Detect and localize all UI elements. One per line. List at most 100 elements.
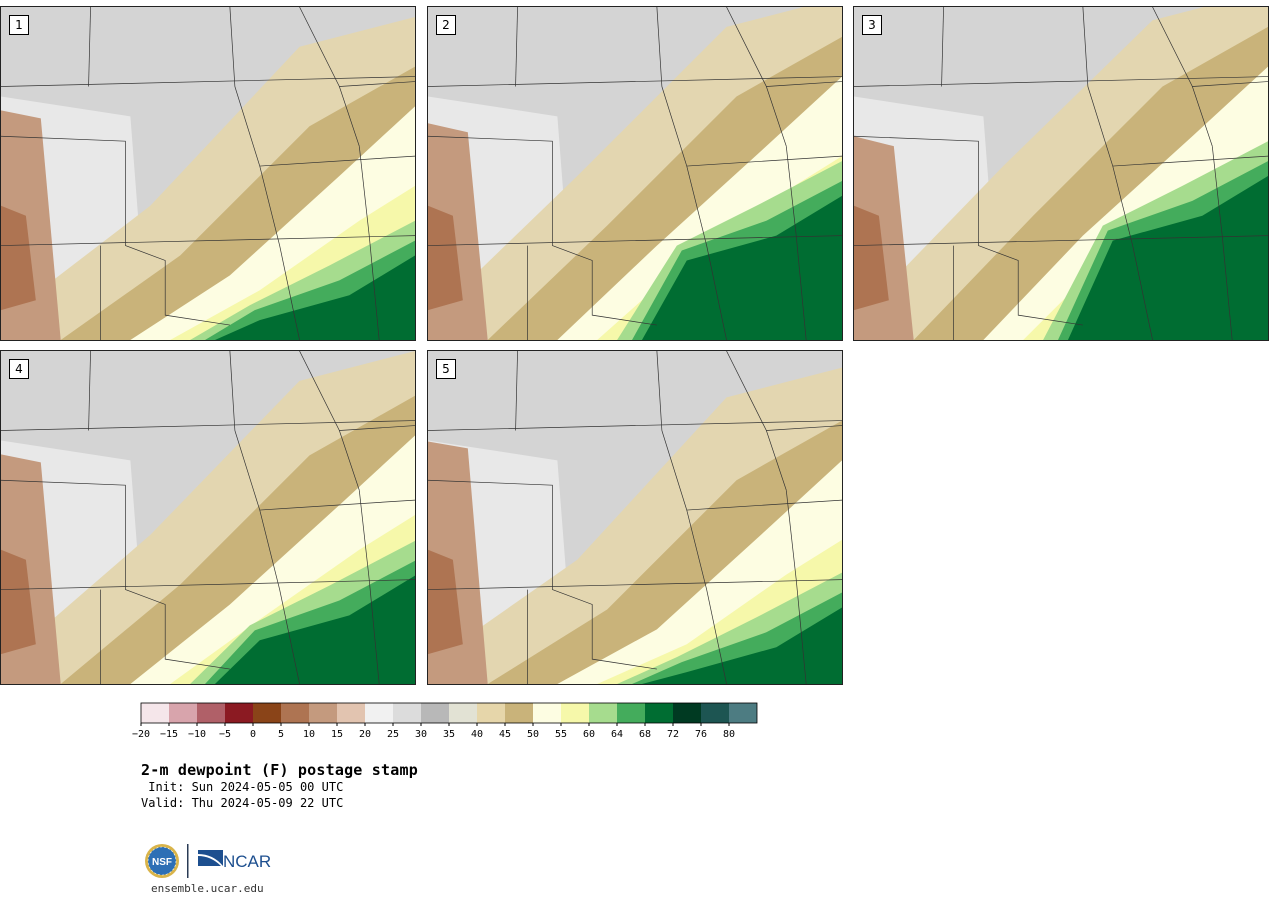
colorbar-tick-label: 35 xyxy=(443,729,455,740)
dewpoint-band xyxy=(428,205,463,311)
state-border xyxy=(1,76,415,87)
state-border xyxy=(785,146,807,340)
colorbar-tick-label: 80 xyxy=(723,729,735,740)
state-border xyxy=(358,490,380,684)
dewpoint-band xyxy=(854,205,889,311)
state-border xyxy=(1211,146,1233,340)
state-border xyxy=(1192,81,1268,87)
state-border xyxy=(1112,155,1268,167)
state-border xyxy=(686,155,842,167)
state-border xyxy=(339,425,415,431)
map-panel: 3 xyxy=(853,6,1269,341)
colorbar-tick-label: −15 xyxy=(160,729,178,740)
state-border xyxy=(299,351,360,491)
colorbar-swatch xyxy=(393,703,421,723)
state-border xyxy=(656,7,663,87)
state-border xyxy=(259,155,415,167)
state-border xyxy=(125,245,230,326)
dewpoint-band xyxy=(641,607,842,684)
state-border xyxy=(1,579,415,590)
colorbar-swatch xyxy=(673,703,701,723)
dewpoint-colorbar: −20 −15 −10 −5 0 5 10 15 20 25 30 35 40 45 50 55 60 64 68 7… xyxy=(132,702,758,740)
state-border xyxy=(428,76,842,87)
dewpoint-map xyxy=(1,7,415,340)
state-border xyxy=(656,351,663,431)
state-border xyxy=(428,420,842,431)
state-border xyxy=(785,490,807,684)
colorbar-tick-label: 10 xyxy=(303,729,315,740)
state-border xyxy=(726,7,787,147)
colorbar-tick-label: 55 xyxy=(555,729,567,740)
colorbar-tick-label: 0 xyxy=(250,729,256,740)
state-border xyxy=(229,7,236,87)
panel-label: 2 xyxy=(436,15,456,35)
panel-label: 1 xyxy=(9,15,29,35)
dewpoint-map xyxy=(428,351,842,684)
dewpoint-band xyxy=(1,205,36,311)
state-border xyxy=(88,7,91,87)
logo-divider xyxy=(187,844,189,878)
dewpoint-map xyxy=(1,351,415,684)
state-border xyxy=(854,235,1268,246)
ncar-logo-text: NCAR xyxy=(223,852,271,871)
state-border xyxy=(515,7,518,87)
state-border xyxy=(661,86,727,340)
state-border xyxy=(88,351,91,431)
dewpoint-band xyxy=(214,255,415,340)
colorbar-tick-label: 20 xyxy=(359,729,371,740)
colorbar-swatch xyxy=(365,703,393,723)
state-border xyxy=(358,146,380,340)
state-border xyxy=(428,479,553,590)
state-border xyxy=(1082,7,1089,87)
state-border xyxy=(229,351,236,431)
panel-label: 3 xyxy=(862,15,882,35)
colorbar-tick-label: 68 xyxy=(639,729,651,740)
colorbar-swatch xyxy=(729,703,757,723)
state-border xyxy=(854,76,1268,87)
colorbar-tick-label: 40 xyxy=(471,729,483,740)
dewpoint-band xyxy=(641,195,842,340)
colorbar-swatch xyxy=(533,703,561,723)
colorbar-tick-label: 50 xyxy=(527,729,539,740)
state-border xyxy=(428,135,553,246)
colorbar-swatch xyxy=(141,703,169,723)
colorbar-swatch xyxy=(281,703,309,723)
state-border xyxy=(552,589,657,670)
state-border xyxy=(428,235,842,246)
dewpoint-map xyxy=(854,7,1268,340)
colorbar-swatch xyxy=(225,703,253,723)
logos: NSF NCAR xyxy=(145,844,271,878)
ncar-logo: NCAR xyxy=(198,850,271,871)
state-border xyxy=(339,81,415,87)
colorbar-tick-label: 45 xyxy=(499,729,511,740)
colorbar-swatch xyxy=(701,703,729,723)
colorbar-tick-label: 64 xyxy=(611,729,623,740)
state-border xyxy=(1152,7,1213,147)
panel-label: 4 xyxy=(9,359,29,379)
state-border xyxy=(125,589,230,670)
state-border xyxy=(978,245,1083,326)
state-border xyxy=(259,499,415,511)
colorbar-swatch xyxy=(253,703,281,723)
state-border xyxy=(1,420,415,431)
colorbar-swatch xyxy=(617,703,645,723)
state-border xyxy=(686,499,842,511)
nsf-logo-text: NSF xyxy=(152,857,172,868)
colorbar-tick-label: 76 xyxy=(695,729,707,740)
colorbar-swatch xyxy=(169,703,197,723)
state-border xyxy=(1,479,126,590)
plot-title: 2-m dewpoint (F) postage stamp xyxy=(141,761,418,779)
colorbar-tick-label: 15 xyxy=(331,729,343,740)
map-panel: 4 xyxy=(0,350,416,685)
dewpoint-band xyxy=(1,549,36,655)
dewpoint-band xyxy=(428,549,463,655)
colorbar-swatch xyxy=(645,703,673,723)
colorbar-tick-label: 72 xyxy=(667,729,679,740)
nsf-logo: NSF xyxy=(145,844,179,878)
dewpoint-map xyxy=(428,7,842,340)
state-border xyxy=(941,7,944,87)
state-border xyxy=(234,430,300,684)
dewpoint-band xyxy=(214,575,415,684)
state-border xyxy=(428,579,842,590)
colorbar-swatch xyxy=(421,703,449,723)
